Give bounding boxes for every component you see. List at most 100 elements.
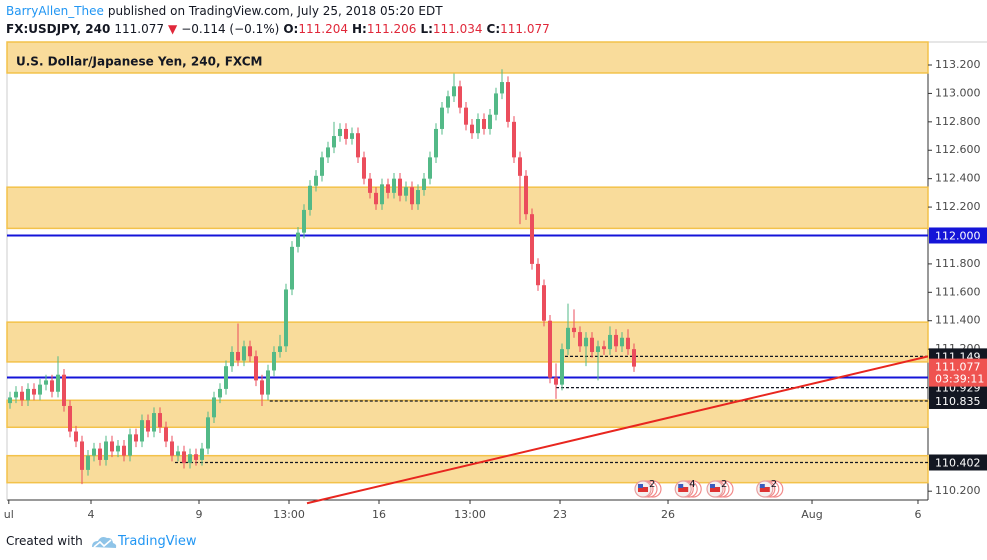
candle-body xyxy=(104,441,108,460)
candle-body xyxy=(500,82,504,94)
footer-prefix: Created with xyxy=(6,534,83,548)
candle-body xyxy=(626,337,630,350)
candle-body xyxy=(368,178,372,193)
candle-body xyxy=(590,337,594,352)
candle-body xyxy=(134,434,138,442)
event-flag xyxy=(710,487,720,492)
candle-body xyxy=(176,451,180,456)
candle-body xyxy=(404,187,408,196)
y-tick-label: 111.800 xyxy=(935,257,981,270)
event-flag xyxy=(759,487,770,492)
ohlc-value: 111.077 xyxy=(500,22,550,36)
y-tick-label: 111.400 xyxy=(935,314,981,327)
y-tick-label: 111.600 xyxy=(935,285,981,298)
ohlc-key: H: xyxy=(351,22,367,36)
candle-body xyxy=(242,346,246,361)
candle-body xyxy=(422,178,426,191)
candle-body xyxy=(158,413,162,428)
level-label: 110.402 xyxy=(935,456,981,469)
candle-body xyxy=(602,346,606,350)
event-flag xyxy=(678,487,689,492)
candle-body xyxy=(530,214,534,264)
candle-body xyxy=(272,351,276,371)
candle-body xyxy=(44,380,48,385)
ohlc-value: 111.034 xyxy=(432,22,483,36)
countdown: 03:39:11 xyxy=(935,373,984,386)
candle-body xyxy=(92,448,96,456)
author[interactable]: BarryAllen_Thee xyxy=(6,4,104,18)
candle-body xyxy=(218,388,222,398)
y-tick-label: 113.200 xyxy=(935,58,981,71)
chart-title: U.S. Dollar/Japanese Yen, 240, FXCM xyxy=(16,55,262,69)
level-label: 112.000 xyxy=(935,229,981,242)
candle-body xyxy=(206,417,210,449)
candle-body xyxy=(446,96,450,108)
candle-body xyxy=(110,441,114,452)
candle-body xyxy=(374,192,378,205)
ohlc: O:111.204 H:111.206 L:111.034 C:111.077 xyxy=(283,22,553,36)
candle-body xyxy=(494,93,498,115)
zone xyxy=(6,321,929,363)
header-line-1: BarryAllen_Thee published on TradingView.… xyxy=(6,4,447,18)
footer-brand[interactable]: TradingView xyxy=(118,534,197,549)
candle-body xyxy=(260,380,264,395)
zone xyxy=(6,41,929,74)
candle-body xyxy=(632,349,636,367)
y-tick-label: 110.200 xyxy=(935,484,981,497)
zone xyxy=(6,399,929,429)
candles xyxy=(8,69,636,485)
candle-body xyxy=(314,175,318,186)
candle-body xyxy=(116,445,120,452)
candle-body xyxy=(284,289,288,347)
candle-body xyxy=(32,388,36,395)
candle-body xyxy=(38,384,42,395)
candle-body xyxy=(140,420,144,442)
candle-body xyxy=(566,327,570,350)
candle-body xyxy=(482,118,486,129)
y-tick-label: 112.600 xyxy=(935,143,981,156)
candle-body xyxy=(146,420,150,432)
candle-body xyxy=(488,114,492,129)
candle-body xyxy=(164,427,168,442)
event-flag-canton xyxy=(759,484,765,488)
candle-body xyxy=(428,157,432,179)
candle-body xyxy=(290,246,294,290)
candle-body xyxy=(62,374,66,406)
candle-body xyxy=(410,187,414,205)
event-count: 4 xyxy=(689,479,695,490)
candle-body xyxy=(614,334,618,347)
candle-body xyxy=(560,349,564,385)
last-price-box xyxy=(929,358,987,387)
ohlc-key: C: xyxy=(486,22,501,36)
level-label-box xyxy=(929,392,987,409)
x-tick-label: Aug xyxy=(801,508,822,521)
candle-body xyxy=(296,232,300,247)
candle-body xyxy=(476,118,480,134)
candle-body xyxy=(302,209,306,233)
y-tick-label: 112.800 xyxy=(935,115,981,128)
candle-body xyxy=(200,448,204,460)
ohlc-key: L: xyxy=(420,22,433,36)
trendline xyxy=(306,355,929,505)
candle-body xyxy=(608,334,612,350)
candle-body xyxy=(152,413,156,432)
candle-body xyxy=(308,185,312,210)
candle-body xyxy=(278,346,282,352)
candle-body xyxy=(434,128,438,158)
candle-body xyxy=(470,124,474,134)
candle-body xyxy=(464,107,468,125)
candle-body xyxy=(536,263,540,286)
event-flag-canton xyxy=(678,484,684,488)
candle-body xyxy=(26,388,30,401)
logo-line xyxy=(93,539,112,548)
candle-body xyxy=(542,285,546,321)
header-line-2: FX:USDJPY, 240 111.077 ▼ −0.114 (−0.1%) O:11… xyxy=(6,22,558,36)
x-tick-label: 26 xyxy=(661,508,675,521)
y-tick-label: 113.000 xyxy=(935,86,981,99)
ohlc-key: O: xyxy=(283,22,299,36)
candle-body xyxy=(182,451,186,463)
x-tick-label: 4 xyxy=(88,508,95,521)
tradingview-logo xyxy=(92,537,117,548)
candle-body xyxy=(20,391,24,401)
